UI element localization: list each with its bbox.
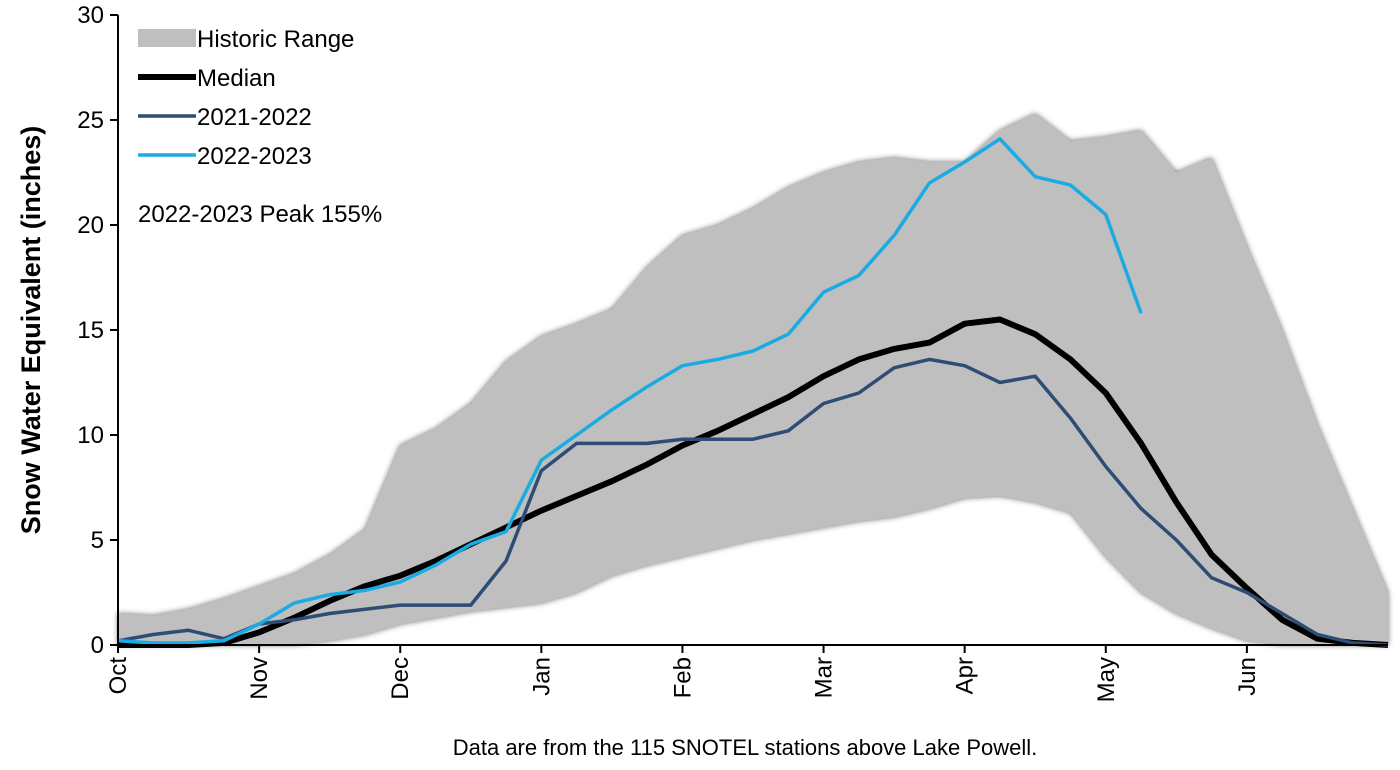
x-tick-label: May: [1093, 657, 1120, 702]
range-area: [118, 113, 1388, 645]
series-line: [118, 316, 1389, 648]
y-tick-label: 30: [77, 2, 104, 29]
x-tick-label: Mar: [811, 657, 838, 698]
x-tick-label: Nov: [246, 657, 273, 700]
x-tick-label: Feb: [669, 657, 696, 698]
y-tick-label: 10: [77, 422, 104, 449]
x-tick-label: Dec: [387, 657, 414, 700]
legend-swatch: [138, 29, 196, 47]
series-line: [117, 137, 1143, 645]
legend-label: Historic Range: [197, 26, 354, 53]
legend-label: 2022-2023: [197, 143, 312, 170]
x-tick-label: Jan: [528, 657, 555, 696]
footnote: Data are from the 115 SNOTEL stations ab…: [453, 735, 1038, 760]
y-tick-label: 0: [91, 632, 104, 659]
x-tick-label: Oct: [105, 657, 132, 695]
annotation: 2022-2023 Peak 155%: [138, 201, 382, 228]
y-axis-label: Snow Water Equivalent (inches): [16, 126, 46, 535]
series-line: [117, 357, 1389, 647]
x-tick-label: Jun: [1234, 657, 1261, 696]
y-tick-label: 5: [91, 527, 104, 554]
y-tick-label: 20: [77, 212, 104, 239]
y-tick-label: 15: [77, 317, 104, 344]
legend-label: 2021-2022: [197, 104, 312, 131]
legend-label: Median: [197, 65, 276, 92]
x-tick-label: Apr: [952, 657, 979, 694]
y-tick-label: 25: [77, 107, 104, 134]
